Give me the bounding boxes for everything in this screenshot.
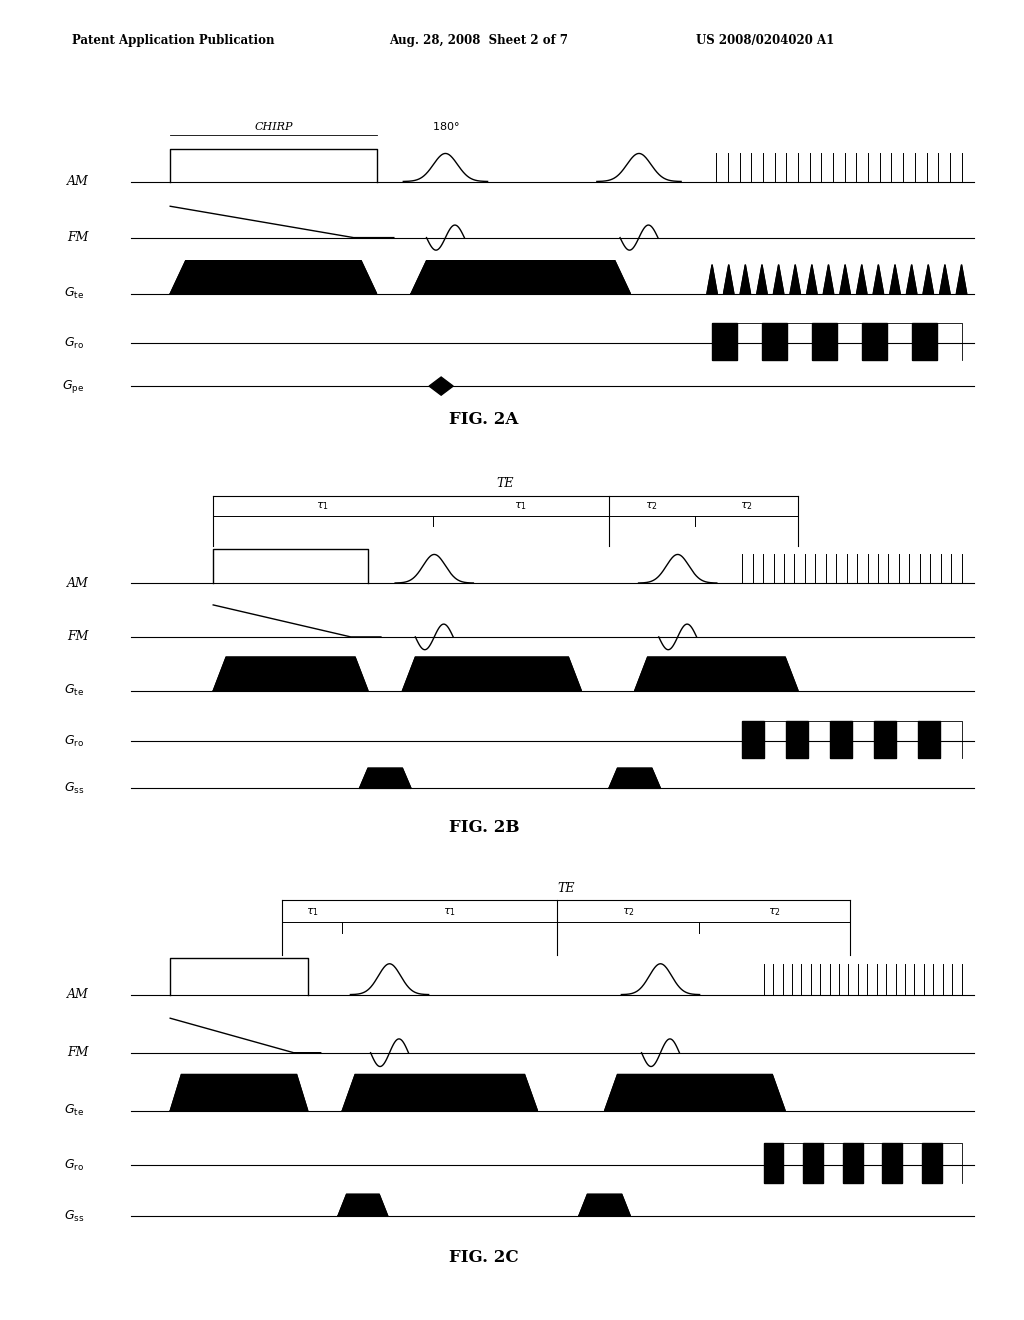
Polygon shape <box>604 1074 785 1111</box>
Text: $G_{\rm te}$: $G_{\rm te}$ <box>65 286 84 301</box>
Polygon shape <box>635 657 798 690</box>
Polygon shape <box>170 1074 308 1111</box>
Polygon shape <box>762 323 786 360</box>
Polygon shape <box>807 264 817 294</box>
Polygon shape <box>429 378 454 395</box>
Polygon shape <box>359 768 411 788</box>
Polygon shape <box>890 264 900 294</box>
Polygon shape <box>402 657 582 690</box>
Polygon shape <box>342 1074 538 1111</box>
Text: FM: FM <box>68 231 88 244</box>
Text: FIG. 2C: FIG. 2C <box>450 1249 519 1266</box>
Polygon shape <box>823 264 834 294</box>
Text: AM: AM <box>67 577 88 590</box>
Text: Patent Application Publication: Patent Application Publication <box>72 34 274 48</box>
Polygon shape <box>922 1143 942 1183</box>
Text: $\tau_1$: $\tau_1$ <box>305 907 318 919</box>
Text: CHIRP: CHIRP <box>254 121 293 132</box>
Polygon shape <box>856 264 867 294</box>
Polygon shape <box>873 721 896 758</box>
Polygon shape <box>843 1143 862 1183</box>
Polygon shape <box>712 323 737 360</box>
Polygon shape <box>724 264 734 294</box>
Polygon shape <box>764 1143 783 1183</box>
Polygon shape <box>757 264 767 294</box>
Polygon shape <box>906 264 916 294</box>
Text: $G_{\rm te}$: $G_{\rm te}$ <box>65 684 84 698</box>
Text: $\tau_2$: $\tau_2$ <box>768 907 781 919</box>
Polygon shape <box>791 264 801 294</box>
Text: FIG. 2A: FIG. 2A <box>450 411 519 428</box>
Text: $G_{\rm ro}$: $G_{\rm ro}$ <box>65 335 84 351</box>
Polygon shape <box>338 1195 388 1216</box>
Polygon shape <box>812 323 837 360</box>
Polygon shape <box>213 657 368 690</box>
Polygon shape <box>883 1143 902 1183</box>
Polygon shape <box>840 264 850 294</box>
Text: TE: TE <box>557 882 574 895</box>
Text: FIG. 2B: FIG. 2B <box>449 818 519 836</box>
Polygon shape <box>411 261 631 294</box>
Polygon shape <box>956 264 967 294</box>
Polygon shape <box>707 264 717 294</box>
Text: $G_{\rm ss}$: $G_{\rm ss}$ <box>63 781 84 796</box>
Polygon shape <box>918 721 940 758</box>
Text: US 2008/0204020 A1: US 2008/0204020 A1 <box>696 34 835 48</box>
Polygon shape <box>862 323 887 360</box>
Polygon shape <box>740 264 751 294</box>
Text: $\tau_2$: $\tau_2$ <box>622 907 635 919</box>
Text: TE: TE <box>497 478 514 491</box>
Text: FM: FM <box>68 631 88 643</box>
Text: $\tau_1$: $\tau_1$ <box>316 500 330 512</box>
Text: $G_{\rm ro}$: $G_{\rm ro}$ <box>65 1158 84 1172</box>
Polygon shape <box>170 261 377 294</box>
Text: $\tau_1$: $\tau_1$ <box>443 907 457 919</box>
Text: AM: AM <box>67 989 88 1001</box>
Polygon shape <box>609 768 660 788</box>
Polygon shape <box>742 721 764 758</box>
Text: $180°$: $180°$ <box>431 120 460 132</box>
Polygon shape <box>803 1143 823 1183</box>
Polygon shape <box>923 264 934 294</box>
Text: $\tau_2$: $\tau_2$ <box>645 500 658 512</box>
Polygon shape <box>786 721 808 758</box>
Polygon shape <box>579 1195 631 1216</box>
Polygon shape <box>829 721 852 758</box>
Text: $G_{\rm ss}$: $G_{\rm ss}$ <box>63 1209 84 1224</box>
Text: $G_{\rm ro}$: $G_{\rm ro}$ <box>65 734 84 748</box>
Text: $G_{\rm pe}$: $G_{\rm pe}$ <box>62 378 84 395</box>
Polygon shape <box>911 323 937 360</box>
Text: Aug. 28, 2008  Sheet 2 of 7: Aug. 28, 2008 Sheet 2 of 7 <box>389 34 568 48</box>
Polygon shape <box>873 264 884 294</box>
Text: $G_{\rm te}$: $G_{\rm te}$ <box>65 1104 84 1118</box>
Text: FM: FM <box>68 1047 88 1059</box>
Text: $\tau_2$: $\tau_2$ <box>740 500 753 512</box>
Text: AM: AM <box>67 176 88 187</box>
Text: $\tau_1$: $\tau_1$ <box>514 500 527 512</box>
Polygon shape <box>940 264 950 294</box>
Polygon shape <box>773 264 783 294</box>
